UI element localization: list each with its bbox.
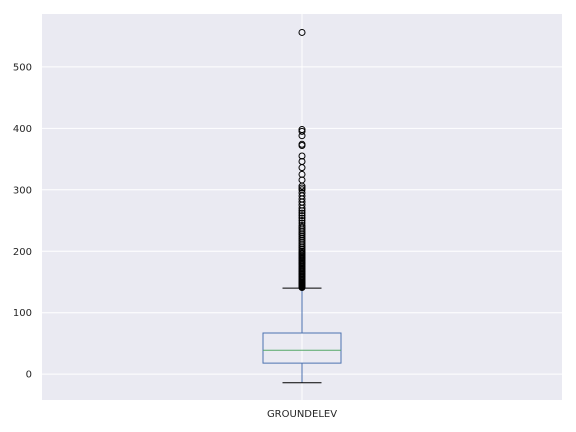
outlier-point — [298, 184, 306, 192]
outlier-point — [298, 127, 306, 135]
outlier-point — [298, 186, 306, 194]
outlier-point — [298, 170, 306, 178]
y-tick-label: 100 — [13, 308, 32, 319]
box-iqr — [262, 332, 342, 364]
outlier-point — [298, 217, 306, 225]
outlier-point — [298, 214, 306, 222]
y-tick-label: 0 — [26, 370, 32, 381]
y-tick-label: 300 — [13, 185, 32, 196]
outlier-point — [298, 140, 306, 148]
x-axis-ticks: GROUNDELEV — [267, 409, 337, 420]
outlier-point — [298, 209, 306, 217]
y-tick-label: 200 — [13, 247, 32, 258]
x-tick-label: GROUNDELEV — [267, 409, 337, 420]
y-tick-label: 500 — [13, 62, 32, 73]
boxes — [262, 28, 342, 384]
y-axis-ticks: 0 100 200 300 400 500 — [13, 62, 32, 380]
outlier-point — [298, 126, 306, 134]
outlier-point — [298, 28, 306, 36]
y-tick-label: 400 — [13, 124, 32, 135]
outlier-point — [298, 212, 306, 220]
outlier-point — [298, 189, 306, 197]
outlier-point — [298, 223, 306, 231]
outlier-point — [298, 219, 306, 227]
outlier-point — [298, 152, 306, 160]
outlier-point — [298, 221, 306, 229]
